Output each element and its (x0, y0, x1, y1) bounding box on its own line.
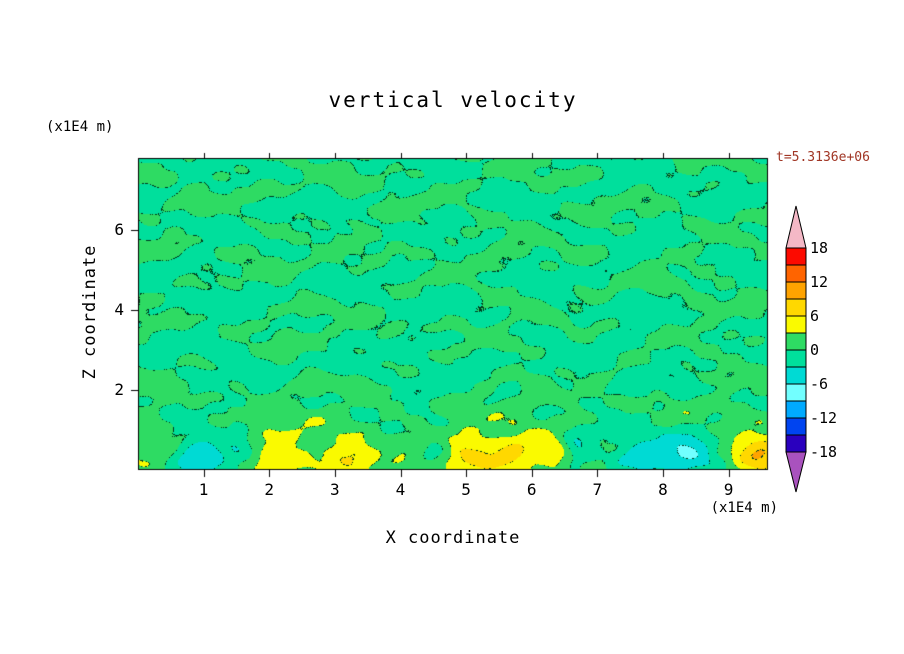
colorbar-band (785, 400, 807, 419)
colorbar-under-arrow (785, 451, 807, 493)
x-tick-label: 5 (461, 480, 471, 499)
x-axis-unit-label: (x1E4 m) (710, 500, 778, 516)
x-tick-label: 3 (330, 480, 340, 499)
x-tick-label: 4 (395, 480, 406, 499)
colorbar-band (785, 417, 807, 436)
y-axis-unit-label: (x1E4 m) (46, 119, 114, 135)
colorbar-band (785, 315, 807, 334)
x-tick-label: 8 (658, 480, 668, 499)
colorbar-band (785, 349, 807, 368)
colorbar-label: -6 (810, 375, 829, 393)
colorbar-band (785, 366, 807, 385)
colorbar-label: -18 (810, 443, 838, 461)
colorbar-label: 12 (810, 273, 829, 291)
x-axis-title: X coordinate (385, 528, 521, 548)
x-tick-label: 7 (592, 480, 603, 499)
colorbar-band (785, 298, 807, 317)
colorbar-band (785, 281, 807, 300)
y-tick-label: 4 (114, 300, 124, 319)
chart-title: vertical velocity (328, 88, 578, 112)
colorbar-band (785, 332, 807, 351)
y-tick-label: 6 (114, 220, 124, 239)
timestamp-label: t=5.3136e+06 (776, 150, 870, 165)
x-tick-label: 9 (723, 480, 734, 499)
colorbar-band (785, 383, 807, 402)
colorbar-band (785, 264, 807, 283)
colorbar-label: 0 (810, 341, 820, 359)
x-tick-label: 6 (526, 480, 537, 499)
x-tick-label: 1 (198, 480, 209, 499)
colorbar-scale (785, 205, 807, 493)
colorbar-label: 18 (810, 239, 829, 257)
colorbar-band (785, 247, 807, 266)
y-tick-label: 2 (114, 380, 124, 399)
colorbar-label: -12 (810, 409, 838, 427)
colorbar-label: 6 (810, 307, 820, 325)
x-tick-label: 2 (264, 480, 275, 499)
colorbar-over-arrow (785, 205, 807, 249)
colorbar-band (785, 434, 807, 453)
